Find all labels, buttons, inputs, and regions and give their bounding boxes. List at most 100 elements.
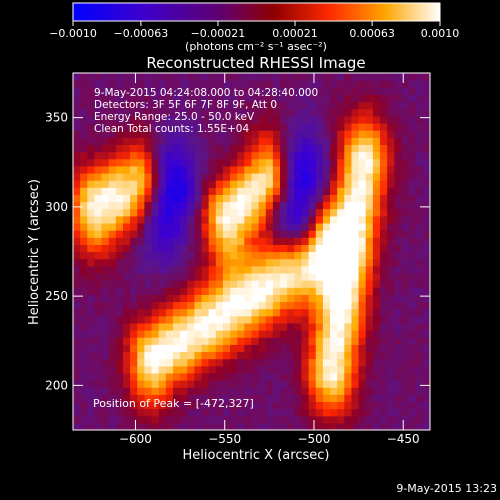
heatmap-pixel xyxy=(180,94,188,103)
heatmap-pixel xyxy=(258,351,267,360)
heatmap-pixel xyxy=(237,222,245,231)
heatmap-pixel xyxy=(158,380,167,388)
heatmap-pixel xyxy=(322,244,331,253)
heatmap-pixel xyxy=(358,172,367,181)
heatmap-pixel xyxy=(394,251,403,260)
heatmap-pixel xyxy=(180,115,188,124)
heatmap-pixel xyxy=(394,87,403,96)
heatmap-pixel xyxy=(165,215,174,224)
heatmap-pixel xyxy=(265,87,274,96)
heatmap-pixel xyxy=(380,287,388,295)
heatmap-pixel xyxy=(280,172,288,181)
heatmap-pixel xyxy=(230,265,238,274)
heatmap-pixel xyxy=(387,415,395,424)
heatmap-pixel xyxy=(94,415,103,424)
heatmap-pixel xyxy=(101,337,110,345)
heatmap-pixel xyxy=(172,130,181,138)
heatmap-pixel xyxy=(301,144,310,153)
heatmap-pixel xyxy=(201,258,210,267)
heatmap-pixel xyxy=(265,415,274,424)
heatmap-pixel xyxy=(351,322,360,331)
heatmap-pixel xyxy=(137,208,145,217)
heatmap-pixel xyxy=(422,251,430,260)
heatmap-pixel xyxy=(337,415,345,424)
heatmap-pixel xyxy=(144,308,153,317)
heatmap-pixel xyxy=(387,115,395,124)
heatmap-pixel xyxy=(144,387,153,395)
heatmap-pixel xyxy=(258,101,267,110)
heatmap-pixel xyxy=(187,165,195,174)
heatmap-pixel xyxy=(280,394,288,403)
heatmap-pixel xyxy=(265,272,274,281)
heatmap-pixel xyxy=(222,172,231,181)
heatmap-pixel xyxy=(144,344,153,353)
heatmap-pixel xyxy=(265,401,274,410)
heatmap-pixel xyxy=(122,130,131,138)
heatmap-pixel xyxy=(387,180,395,188)
heatmap-pixel xyxy=(415,344,424,353)
heatmap-pixel xyxy=(401,258,410,267)
heatmap-pixel xyxy=(344,137,353,145)
heatmap-pixel xyxy=(230,101,238,110)
heatmap-pixel xyxy=(315,408,324,417)
heatmap-pixel xyxy=(222,258,231,267)
heatmap-pixel xyxy=(422,230,430,238)
heatmap-pixel xyxy=(115,94,124,103)
heatmap-pixel xyxy=(401,315,410,324)
heatmap-pixel xyxy=(287,137,295,145)
heatmap-pixel xyxy=(337,237,345,245)
heatmap-pixel xyxy=(265,130,274,138)
heatmap-pixel xyxy=(101,244,110,253)
heatmap-pixel xyxy=(365,137,374,145)
heatmap-pixel xyxy=(237,144,245,153)
heatmap-pixel xyxy=(301,165,310,174)
heatmap-pixel xyxy=(265,408,274,417)
heatmap-pixel xyxy=(151,380,160,388)
heatmap-pixel xyxy=(280,137,288,145)
heatmap-pixel xyxy=(308,115,317,124)
heatmap-pixel xyxy=(165,144,174,153)
heatmap-pixel xyxy=(280,315,288,324)
heatmap-pixel xyxy=(172,194,181,203)
heatmap-pixel xyxy=(144,151,153,160)
heatmap-pixel xyxy=(408,122,417,131)
heatmap-pixel xyxy=(137,180,145,188)
heatmap-pixel xyxy=(372,422,381,430)
heatmap-pixel xyxy=(237,344,245,353)
heatmap-pixel xyxy=(358,137,367,145)
heatmap-pixel xyxy=(344,230,353,238)
heatmap-pixel xyxy=(251,208,260,217)
heatmap-pixel xyxy=(172,180,181,188)
heatmap-pixel xyxy=(180,358,188,367)
heatmap-pixel xyxy=(151,351,160,360)
heatmap-pixel xyxy=(194,115,203,124)
heatmap-pixel xyxy=(165,251,174,260)
heatmap-pixel xyxy=(322,80,331,88)
heatmap-pixel xyxy=(172,401,181,410)
heatmap-pixel xyxy=(394,180,403,188)
heatmap-pixel xyxy=(380,337,388,345)
heatmap-pixel xyxy=(315,73,324,81)
heatmap-pixel xyxy=(380,415,388,424)
heatmap-pixel xyxy=(108,144,117,153)
heatmap-pixel xyxy=(237,265,245,274)
heatmap-pixel xyxy=(265,230,274,238)
heatmap-pixel xyxy=(165,101,174,110)
heatmap-pixel xyxy=(208,372,217,381)
heatmap-pixel xyxy=(337,308,345,317)
heatmap-pixel xyxy=(73,158,81,167)
heatmap-pixel xyxy=(73,280,81,288)
heatmap-pixel xyxy=(244,251,253,260)
heatmap-pixel xyxy=(222,215,231,224)
heatmap-pixel xyxy=(294,244,303,253)
heatmap-pixel xyxy=(251,337,260,345)
heatmap-pixel xyxy=(315,365,324,374)
heatmap-pixel xyxy=(187,87,195,96)
heatmap-pixel xyxy=(344,115,353,124)
heatmap-pixel xyxy=(258,215,267,224)
heatmap-pixel xyxy=(137,222,145,231)
heatmap-pixel xyxy=(294,158,303,167)
heatmap-pixel xyxy=(215,351,224,360)
heatmap-pixel xyxy=(94,408,103,417)
heatmap-pixel xyxy=(315,258,324,267)
